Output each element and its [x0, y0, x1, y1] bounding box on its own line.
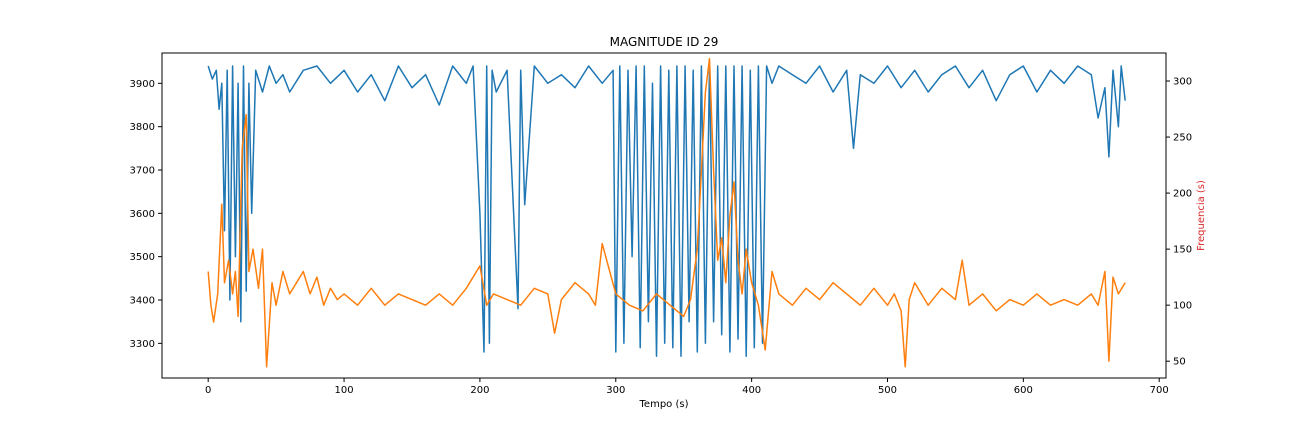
y-tick-label: 3700: [130, 166, 155, 177]
y-axis-ticks: 3300 3400 3500 3600 3700 3800 3900: [130, 79, 162, 350]
y2-tick-label: 250: [1173, 133, 1192, 144]
x-tick-label: 500: [878, 385, 897, 396]
x-tick-label: 300: [606, 385, 625, 396]
series-line-1: [207, 65, 1126, 358]
y2-tick-label: 150: [1173, 245, 1192, 256]
series-layer: [207, 57, 1126, 368]
y-tick-label: 3300: [130, 339, 155, 350]
x-tick-label: 700: [1150, 385, 1169, 396]
y2-tick-label: 300: [1173, 77, 1192, 88]
x-axis-ticks: 0 100 200 300 400 500 600 700: [205, 378, 1169, 396]
plot-area: [161, 52, 1167, 379]
y-tick-label: 3400: [130, 296, 155, 307]
series-line-2: [207, 57, 1126, 368]
y2-axis-title: Frequencia (s): [1196, 180, 1207, 251]
x-tick-label: 400: [742, 385, 761, 396]
y2-tick-label: 200: [1173, 189, 1192, 200]
x-tick-label: 0: [205, 385, 211, 396]
y2-tick-label: 100: [1173, 301, 1192, 312]
y2-tick-label: 50: [1173, 357, 1186, 368]
x-tick-label: 200: [470, 385, 489, 396]
x-axis-title: Tempo (s): [639, 399, 689, 410]
y2-axis-ticks: 50 100 150 200 250 300: [1166, 77, 1192, 368]
x-tick-label: 100: [335, 385, 354, 396]
y-tick-label: 3500: [130, 252, 155, 263]
chart-title: MAGNITUDE ID 29: [610, 35, 719, 49]
y-tick-label: 3900: [130, 79, 155, 90]
y-tick-label: 3800: [130, 122, 155, 133]
y-tick-label: 3600: [130, 209, 155, 220]
x-tick-label: 600: [1014, 385, 1033, 396]
